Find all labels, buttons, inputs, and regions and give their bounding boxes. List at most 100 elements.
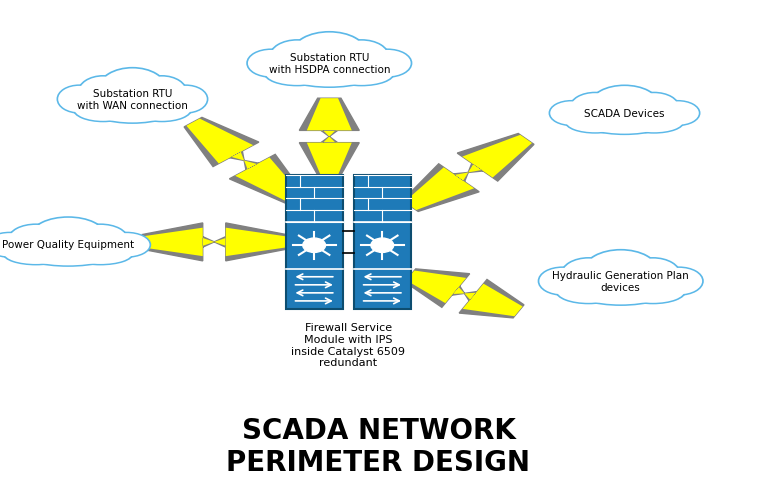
Ellipse shape bbox=[271, 41, 323, 73]
Ellipse shape bbox=[626, 258, 680, 291]
Ellipse shape bbox=[9, 225, 63, 253]
Ellipse shape bbox=[165, 86, 207, 112]
Ellipse shape bbox=[0, 233, 33, 256]
Ellipse shape bbox=[562, 258, 615, 291]
Ellipse shape bbox=[629, 93, 678, 122]
Ellipse shape bbox=[99, 68, 166, 109]
Ellipse shape bbox=[248, 50, 294, 77]
Ellipse shape bbox=[657, 102, 699, 125]
Ellipse shape bbox=[556, 279, 621, 303]
Ellipse shape bbox=[550, 101, 593, 125]
Ellipse shape bbox=[133, 97, 191, 121]
Ellipse shape bbox=[248, 50, 294, 76]
Ellipse shape bbox=[58, 86, 100, 112]
Ellipse shape bbox=[627, 259, 679, 291]
Ellipse shape bbox=[89, 92, 176, 122]
Ellipse shape bbox=[656, 101, 699, 125]
Ellipse shape bbox=[137, 76, 186, 109]
Text: Substation RTU
with WAN connection: Substation RTU with WAN connection bbox=[77, 89, 188, 111]
Text: Substation RTU
with HSDPA connection: Substation RTU with HSDPA connection bbox=[269, 53, 390, 75]
Ellipse shape bbox=[281, 56, 378, 87]
Ellipse shape bbox=[584, 250, 657, 291]
Ellipse shape bbox=[74, 97, 132, 121]
Ellipse shape bbox=[565, 111, 625, 132]
Ellipse shape bbox=[5, 243, 67, 264]
Polygon shape bbox=[405, 269, 524, 318]
Ellipse shape bbox=[656, 268, 702, 294]
Ellipse shape bbox=[540, 268, 585, 294]
Ellipse shape bbox=[591, 86, 658, 122]
Text: Hydraulic Generation Plan
devices: Hydraulic Generation Plan devices bbox=[553, 271, 689, 293]
Ellipse shape bbox=[566, 111, 624, 132]
Ellipse shape bbox=[293, 32, 366, 73]
Text: SCADA Devices: SCADA Devices bbox=[584, 109, 665, 119]
Ellipse shape bbox=[20, 239, 116, 265]
Ellipse shape bbox=[571, 93, 620, 122]
Ellipse shape bbox=[100, 68, 165, 108]
Ellipse shape bbox=[4, 243, 68, 264]
Ellipse shape bbox=[625, 111, 683, 132]
Polygon shape bbox=[184, 117, 304, 204]
Ellipse shape bbox=[365, 50, 410, 76]
Text: Power Quality Equipment: Power Quality Equipment bbox=[2, 240, 134, 251]
Polygon shape bbox=[299, 98, 360, 175]
Ellipse shape bbox=[580, 107, 669, 134]
Polygon shape bbox=[407, 271, 522, 316]
Ellipse shape bbox=[573, 274, 668, 304]
Ellipse shape bbox=[164, 86, 207, 113]
Text: Firewall Service
Module with IPS
inside Catalyst 6509
redundant: Firewall Service Module with IPS inside … bbox=[291, 323, 405, 368]
Ellipse shape bbox=[103, 233, 150, 257]
Ellipse shape bbox=[581, 107, 668, 134]
Ellipse shape bbox=[585, 251, 656, 290]
Ellipse shape bbox=[20, 239, 117, 265]
Ellipse shape bbox=[265, 61, 329, 85]
Ellipse shape bbox=[79, 77, 127, 109]
Ellipse shape bbox=[550, 102, 592, 125]
Ellipse shape bbox=[329, 61, 394, 85]
Polygon shape bbox=[404, 135, 532, 210]
Ellipse shape bbox=[68, 243, 132, 264]
Ellipse shape bbox=[88, 92, 177, 123]
Ellipse shape bbox=[630, 93, 678, 121]
Polygon shape bbox=[403, 134, 534, 211]
Ellipse shape bbox=[282, 56, 377, 86]
Ellipse shape bbox=[32, 217, 104, 253]
Ellipse shape bbox=[10, 225, 62, 253]
Ellipse shape bbox=[656, 268, 702, 295]
Ellipse shape bbox=[132, 97, 192, 121]
Ellipse shape bbox=[79, 76, 128, 109]
Ellipse shape bbox=[335, 41, 388, 73]
Circle shape bbox=[303, 238, 326, 252]
Ellipse shape bbox=[138, 77, 186, 109]
Text: SCADA NETWORK
PERIMETER DESIGN: SCADA NETWORK PERIMETER DESIGN bbox=[226, 417, 531, 477]
Ellipse shape bbox=[74, 225, 126, 253]
Ellipse shape bbox=[621, 279, 684, 303]
Polygon shape bbox=[186, 119, 302, 202]
Ellipse shape bbox=[294, 33, 365, 72]
Ellipse shape bbox=[621, 279, 685, 303]
Ellipse shape bbox=[73, 225, 127, 253]
Ellipse shape bbox=[58, 86, 101, 113]
Ellipse shape bbox=[539, 268, 586, 295]
Ellipse shape bbox=[557, 279, 620, 303]
Ellipse shape bbox=[562, 259, 615, 291]
Ellipse shape bbox=[330, 61, 393, 85]
Polygon shape bbox=[142, 223, 286, 261]
Ellipse shape bbox=[364, 50, 411, 77]
Polygon shape bbox=[307, 98, 352, 175]
Polygon shape bbox=[142, 228, 286, 256]
Ellipse shape bbox=[270, 40, 324, 73]
Ellipse shape bbox=[335, 40, 388, 73]
Ellipse shape bbox=[266, 61, 329, 85]
Ellipse shape bbox=[572, 274, 669, 305]
Ellipse shape bbox=[104, 233, 149, 256]
Ellipse shape bbox=[571, 93, 619, 121]
Ellipse shape bbox=[625, 111, 684, 132]
Ellipse shape bbox=[592, 86, 657, 121]
FancyBboxPatch shape bbox=[286, 175, 342, 309]
Ellipse shape bbox=[69, 243, 132, 264]
Ellipse shape bbox=[73, 97, 132, 121]
Ellipse shape bbox=[0, 233, 33, 257]
Circle shape bbox=[371, 238, 394, 252]
FancyBboxPatch shape bbox=[354, 175, 410, 309]
